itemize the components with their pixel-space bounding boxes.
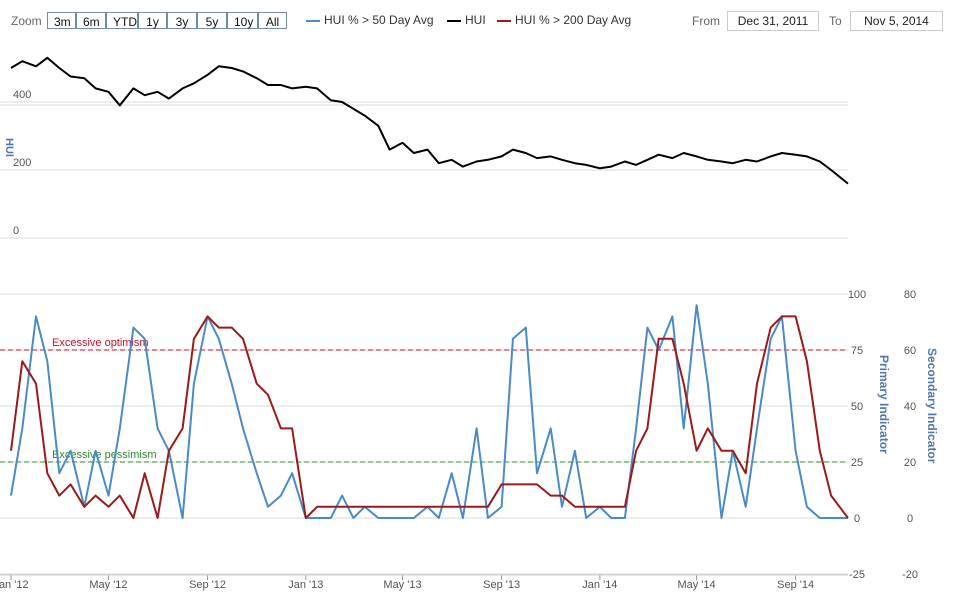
zoom-3y-button[interactable]: 3y bbox=[167, 12, 197, 29]
range-toolbar: Zoom 3m 6m YTD 1y 3y 5y 10y All HUI % > … bbox=[0, 0, 957, 40]
legend-swatch-above50 bbox=[306, 20, 320, 22]
x-tick-label: May '14 bbox=[677, 579, 715, 591]
x-tick-label: Jan '12 bbox=[0, 579, 29, 591]
x-tick-label: Sep '12 bbox=[189, 579, 226, 591]
bottom-panel-grid bbox=[0, 293, 848, 575]
top-y-tick-label: 200 bbox=[13, 157, 31, 169]
to-label: To bbox=[829, 14, 842, 28]
top-y-tick-label: 0 bbox=[13, 225, 19, 237]
x-tick-label: May '12 bbox=[89, 579, 127, 591]
legend-label-above50: HUI % > 50 Day Avg bbox=[324, 13, 434, 27]
primary-y-tick-label: 50 bbox=[851, 401, 863, 413]
primary-y-axis-title: Primary Indicator bbox=[877, 355, 891, 454]
secondary-y-tick-label: -20 bbox=[902, 569, 918, 581]
zoom-3m-button[interactable]: 3m bbox=[47, 12, 76, 29]
above200-series-line bbox=[10, 315, 849, 519]
pessimism-annotation-label: Excessive pessimism bbox=[52, 449, 157, 461]
top-y-tick-label: 400 bbox=[13, 89, 31, 101]
primary-y-tick-label: 25 bbox=[851, 457, 863, 469]
zoom-label: Zoom bbox=[11, 14, 42, 28]
secondary-y-tick-label: 20 bbox=[904, 457, 916, 469]
zoom-ytd-button[interactable]: YTD bbox=[106, 12, 138, 29]
primary-y-tick-label: -25 bbox=[849, 569, 865, 581]
secondary-y-tick-label: 40 bbox=[904, 401, 916, 413]
zoom-1y-button[interactable]: 1y bbox=[138, 12, 167, 29]
primary-y-tick-label: 100 bbox=[848, 289, 866, 301]
secondary-y-tick-label: 0 bbox=[907, 513, 913, 525]
from-label: From bbox=[692, 14, 720, 28]
sentiment-annotations: Excessive optimism Excessive pessimism bbox=[0, 337, 848, 463]
zoom-5y-button[interactable]: 5y bbox=[197, 12, 227, 29]
top-y-axis-title: HUI bbox=[3, 138, 15, 157]
zoom-6m-button[interactable]: 6m bbox=[76, 12, 106, 29]
top-panel-grid bbox=[0, 101, 848, 239]
axis-labels: 0 200 400 HUI -25 0 25 50 75 100 -20 0 20 40 60 80 Prima… bbox=[0, 89, 939, 591]
legend-swatch-above200 bbox=[497, 20, 511, 22]
zoom-all-button[interactable]: All bbox=[258, 12, 287, 29]
legend-swatch-hui bbox=[447, 20, 461, 22]
series-lines bbox=[10, 56, 849, 519]
x-tick-label: Jan '14 bbox=[582, 579, 617, 591]
secondary-y-tick-label: 60 bbox=[904, 345, 916, 357]
zoom-10y-button[interactable]: 10y bbox=[227, 12, 258, 29]
x-tick-label: May '13 bbox=[383, 579, 421, 591]
primary-y-tick-label: 0 bbox=[854, 513, 860, 525]
x-tick-label: Sep '13 bbox=[483, 579, 520, 591]
primary-y-tick-label: 75 bbox=[851, 345, 863, 357]
hui-series-line bbox=[10, 56, 849, 185]
x-tick-label: Jan '13 bbox=[288, 579, 323, 591]
x-tick-label: Sep '14 bbox=[777, 579, 814, 591]
from-date-input[interactable]: Dec 31, 2011 bbox=[727, 11, 819, 31]
optimism-annotation-label: Excessive optimism bbox=[52, 337, 149, 349]
secondary-y-axis-title: Secondary Indicator bbox=[925, 348, 939, 464]
to-date-input[interactable]: Nov 5, 2014 bbox=[850, 11, 943, 31]
secondary-y-tick-label: 80 bbox=[904, 289, 916, 301]
legend-label-hui: HUI bbox=[465, 13, 486, 27]
legend-label-above200: HUI % > 200 Day Avg bbox=[515, 13, 632, 27]
